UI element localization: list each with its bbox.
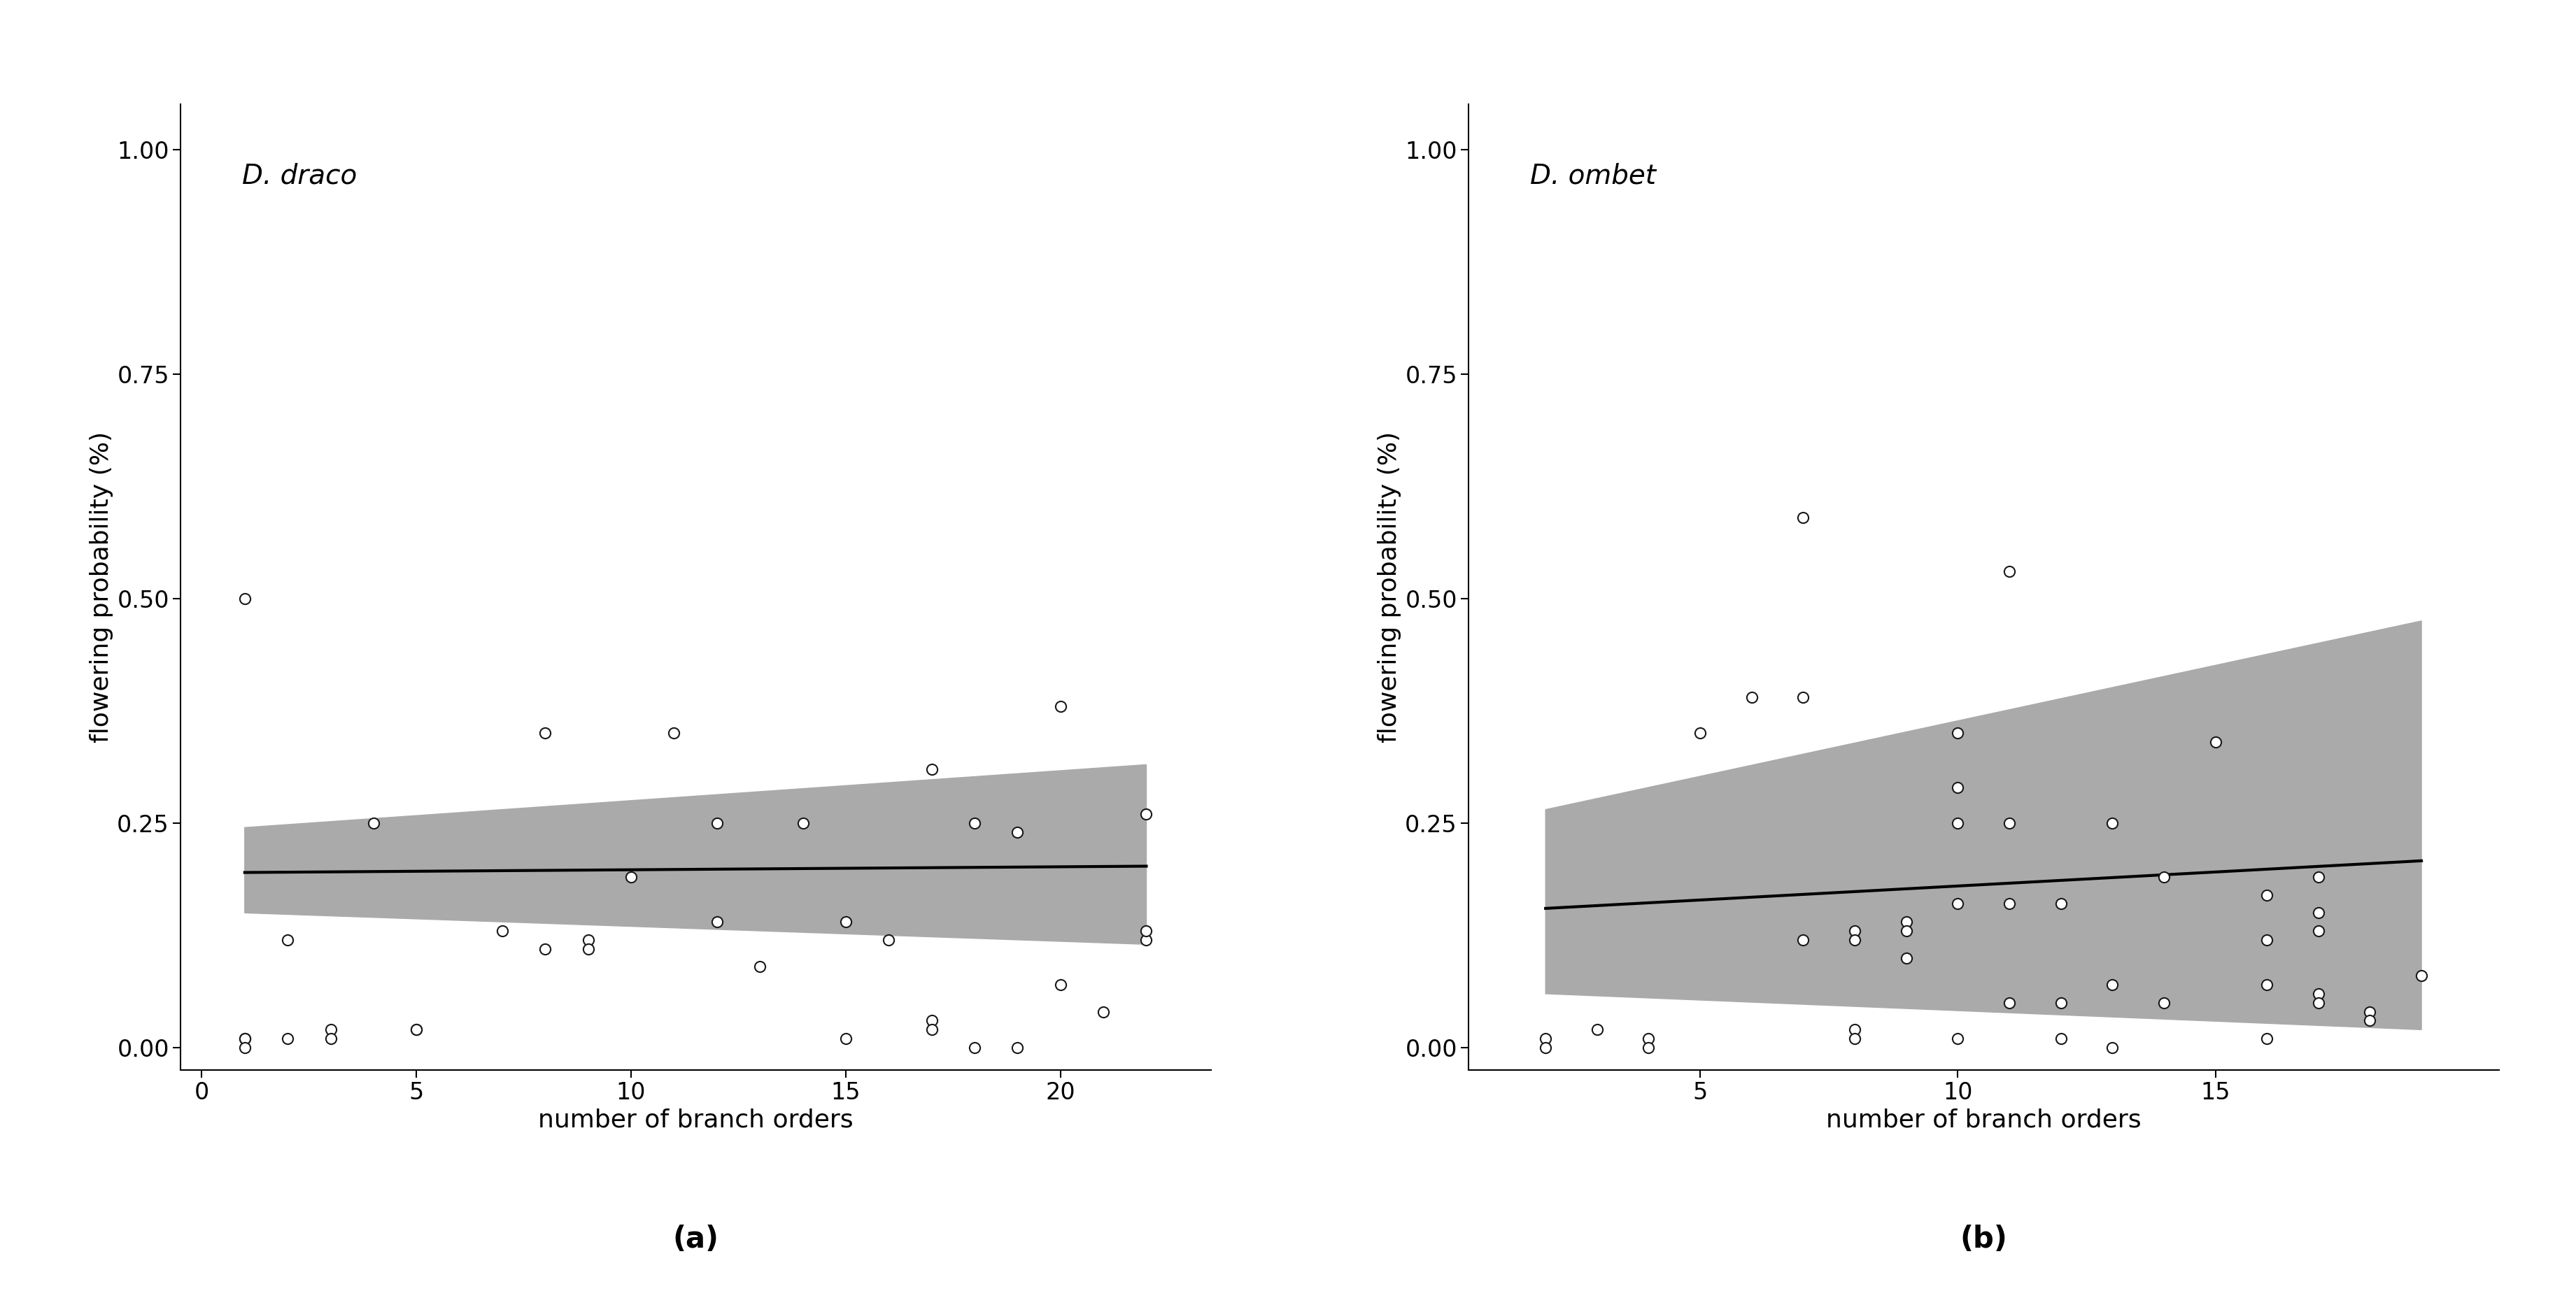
Point (2246, 929, 2287, 950)
Point (2040, 894, 2081, 915)
Point (1783, 686, 1824, 707)
Point (1525, 1028, 1566, 1049)
Point (353, 813, 394, 834)
Point (1834, 1028, 1875, 1049)
Point (912, 758, 953, 779)
Point (1834, 929, 1875, 950)
Point (309, 1019, 350, 1040)
Text: D. draco: D. draco (242, 162, 358, 189)
Text: D. ombet: D. ombet (1530, 162, 1656, 189)
Point (1834, 920, 1875, 941)
Point (1886, 911, 1927, 932)
Polygon shape (245, 765, 1146, 945)
Point (824, 1028, 866, 1049)
Point (696, 911, 737, 932)
Point (1989, 561, 2030, 582)
Point (1989, 894, 2030, 915)
Point (2349, 1001, 2391, 1022)
Point (783, 813, 824, 834)
Point (2092, 1037, 2133, 1058)
Point (912, 1010, 953, 1031)
Point (526, 723, 567, 744)
Point (953, 1037, 994, 1058)
Point (224, 1028, 265, 1049)
Point (1126, 920, 1167, 941)
Point (268, 1028, 309, 1049)
Point (696, 813, 737, 834)
Point (567, 929, 608, 950)
Point (1731, 686, 1772, 707)
Point (1041, 696, 1082, 716)
Point (309, 1028, 350, 1049)
Point (2401, 966, 2442, 987)
Point (224, 1028, 265, 1049)
Point (567, 938, 608, 959)
Y-axis label: flowering probability (%): flowering probability (%) (1378, 432, 1401, 743)
Point (2195, 732, 2236, 753)
Point (2246, 975, 2287, 996)
Point (2246, 885, 2287, 906)
Point (912, 1019, 953, 1040)
Point (1989, 813, 2030, 834)
Point (224, 589, 265, 609)
Point (2246, 1028, 2287, 1049)
Point (1937, 776, 1978, 797)
Point (1628, 1028, 1669, 1049)
Point (1783, 929, 1824, 950)
Point (739, 957, 781, 977)
Point (1628, 1037, 1669, 1058)
Point (1886, 947, 1927, 968)
Point (611, 867, 652, 887)
Point (1937, 894, 1978, 915)
Point (2298, 920, 2339, 941)
Point (1082, 1001, 1123, 1022)
Point (1937, 723, 1978, 744)
Point (2092, 975, 2133, 996)
Point (2143, 992, 2184, 1013)
Point (2143, 867, 2184, 887)
Text: (b): (b) (1960, 1224, 2007, 1254)
Point (268, 929, 309, 950)
Point (1525, 1037, 1566, 1058)
Point (1937, 1028, 1978, 1049)
Point (482, 920, 523, 941)
Point (2349, 1010, 2391, 1031)
Point (1680, 723, 1721, 744)
Point (1577, 1019, 1618, 1040)
Point (1126, 929, 1167, 950)
Point (1041, 975, 1082, 996)
Point (1834, 1019, 1875, 1040)
Point (526, 938, 567, 959)
Point (2298, 903, 2339, 924)
Point (1937, 813, 1978, 834)
Point (2298, 992, 2339, 1013)
Point (2092, 813, 2133, 834)
Text: (a): (a) (672, 1224, 719, 1254)
Point (2298, 867, 2339, 887)
Point (1989, 992, 2030, 1013)
X-axis label: number of branch orders: number of branch orders (1826, 1108, 2141, 1131)
Y-axis label: flowering probability (%): flowering probability (%) (90, 432, 113, 743)
Point (397, 1019, 438, 1040)
Point (997, 822, 1038, 843)
Point (868, 929, 909, 950)
Point (997, 1037, 1038, 1058)
Point (2040, 1028, 2081, 1049)
Point (224, 1037, 265, 1058)
Point (2040, 992, 2081, 1013)
Point (953, 813, 994, 834)
Point (2298, 983, 2339, 1004)
Point (654, 723, 696, 744)
Polygon shape (1546, 621, 2421, 1030)
Point (397, 1019, 438, 1040)
X-axis label: number of branch orders: number of branch orders (538, 1108, 853, 1131)
Point (1783, 508, 1824, 529)
Point (1126, 804, 1167, 825)
Point (824, 911, 866, 932)
Point (1886, 920, 1927, 941)
